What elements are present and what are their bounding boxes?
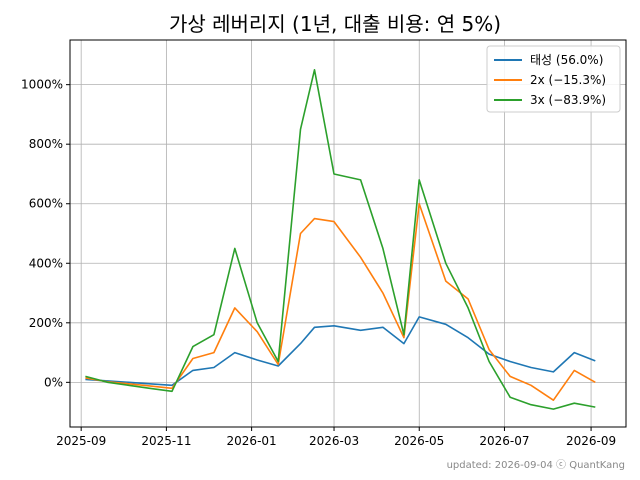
x-tick-label: 2025-11 [141, 434, 191, 448]
x-axis-ticks: 2025-09 2025-11 2026-01 2026-03 2026-05 2026-… [56, 427, 616, 448]
legend-items: 태성 (56.0%) 2x (−15.3%) 3x (−83.9%) [494, 53, 606, 107]
y-tick-label: 200% [29, 316, 63, 330]
x-tick-label: 2025-09 [56, 434, 106, 448]
series-line-1 [85, 202, 596, 402]
y-tick-label: 400% [29, 256, 63, 270]
legend: 태성 (56.0%) 2x (−15.3%) 3x (−83.9%) [486, 45, 621, 113]
series-line-0 [85, 316, 596, 387]
x-tick-label: 2026-03 [309, 434, 359, 448]
x-tick-label: 2026-07 [479, 434, 529, 448]
series-lines [85, 69, 596, 410]
chart-title: 가상 레버리지 (1년, 대출 비용: 연 5%) [169, 12, 501, 36]
y-tick-label: 800% [29, 137, 63, 151]
series-line-2 [85, 69, 596, 410]
x-tick-label: 2026-01 [227, 434, 277, 448]
plot-frame [69, 39, 627, 428]
footer-credit: updated: 2026-09-04 ⓒ QuantKang [447, 459, 625, 471]
legend-label: 태성 (56.0%) [530, 53, 603, 67]
legend-label: 2x (−15.3%) [530, 73, 606, 87]
x-tick-label: 2026-09 [566, 434, 616, 448]
legend-label: 3x (−83.9%) [530, 93, 606, 107]
y-tick-label: 0% [44, 375, 63, 389]
y-tick-label: 600% [29, 197, 63, 211]
y-tick-label: 1000% [21, 78, 63, 92]
legend-box [486, 45, 621, 113]
y-axis-ticks: 0% 200% 400% 600% 800% 1000% [21, 78, 70, 389]
x-tick-label: 2026-05 [394, 434, 444, 448]
